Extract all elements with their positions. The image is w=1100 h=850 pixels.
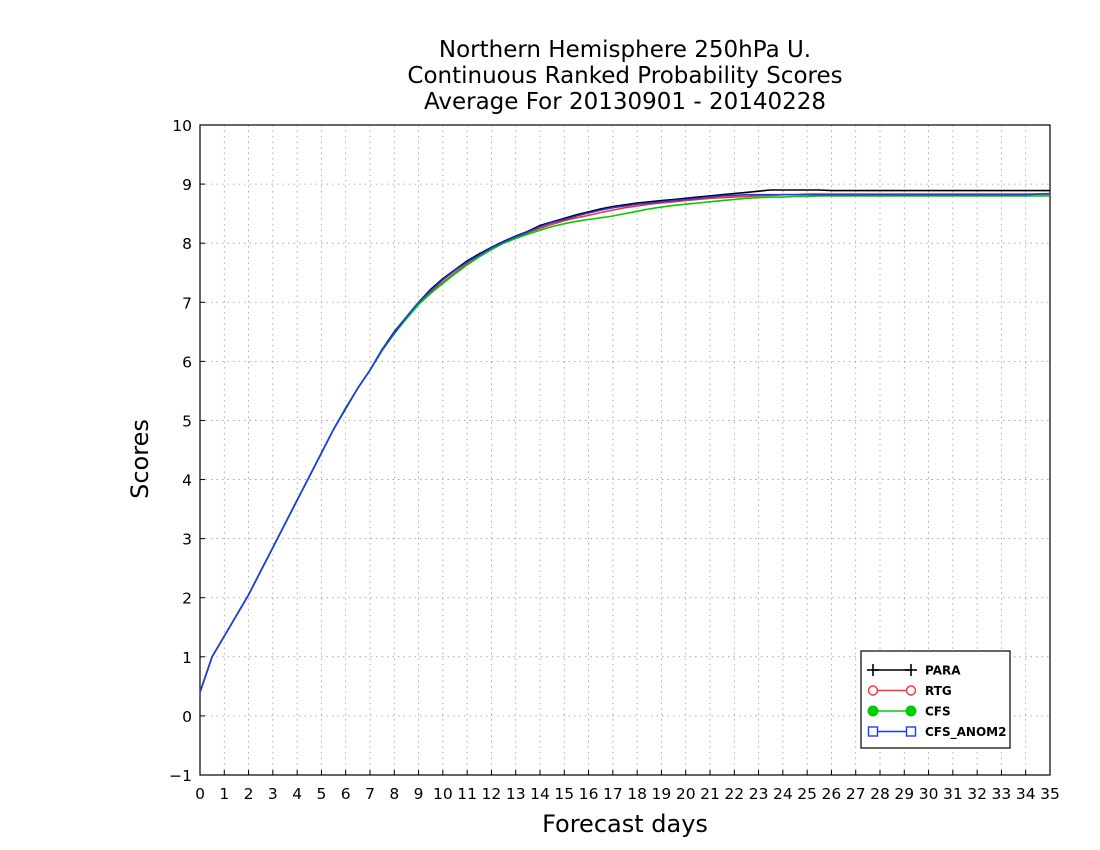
y-tick-label: 3 xyxy=(182,531,192,549)
x-tick-label: 28 xyxy=(870,785,890,803)
y-tick-label: 1 xyxy=(182,649,192,667)
x-tick-label: 32 xyxy=(967,785,987,803)
x-tick-label: 26 xyxy=(822,785,842,803)
x-tick-label: 4 xyxy=(292,785,302,803)
legend-marker xyxy=(905,685,917,696)
series-line-rtg xyxy=(199,192,1051,693)
legend-item-para: PARA xyxy=(867,664,961,678)
x-tick-label: 15 xyxy=(554,785,574,803)
x-tick-label: 25 xyxy=(797,785,817,803)
y-axis-label: Scores xyxy=(126,419,154,499)
x-tick-label: 34 xyxy=(1016,785,1036,803)
x-tick-label: 9 xyxy=(414,785,424,803)
x-tick-label: 8 xyxy=(389,785,399,803)
x-tick-label: 29 xyxy=(894,785,914,803)
x-tick-label: 13 xyxy=(506,785,526,803)
series-line-cfs xyxy=(199,195,1050,693)
chart-title-line-1: Northern Hemisphere 250hPa U. xyxy=(438,37,812,63)
x-tick-label: 10 xyxy=(433,785,453,803)
axis-ticks: 0 1 2 3 4 5 6 7 8 9 10 11 12 13 14 15 16 17 18 19 20 21 22 23 24… xyxy=(169,117,1060,803)
y-tick-label: 8 xyxy=(182,235,192,253)
legend-item-cfs-anom2: CFS_ANOM2 xyxy=(867,725,1006,740)
y-tick-label: 7 xyxy=(182,294,192,312)
y-tick-label: 5 xyxy=(182,412,192,430)
x-tick-label: 11 xyxy=(457,785,477,803)
legend-item-rtg: RTG xyxy=(867,684,952,698)
x-tick-label: 14 xyxy=(530,785,550,803)
legend: PARA RTG CFS CFS_ANOM2 xyxy=(860,650,1011,749)
x-tick-label: 0 xyxy=(195,785,205,803)
x-tick-label: 33 xyxy=(992,785,1012,803)
y-tick-label: 10 xyxy=(172,117,192,135)
x-tick-label: 30 xyxy=(919,785,939,803)
x-tick-label: 21 xyxy=(700,785,720,803)
x-tick-label: 16 xyxy=(579,785,599,803)
x-tick-label: 19 xyxy=(652,785,672,803)
y-tick-label: 4 xyxy=(182,472,192,490)
x-tick-label: 18 xyxy=(627,785,647,803)
series-lines xyxy=(199,189,1051,693)
x-tick-label: 22 xyxy=(724,785,744,803)
x-tick-label: 12 xyxy=(482,785,502,803)
x-tick-label: 35 xyxy=(1040,785,1060,803)
legend-marker xyxy=(905,705,917,717)
legend-label: CFS xyxy=(925,705,951,719)
y-tick-label: 0 xyxy=(182,708,192,726)
y-tick-label: −1 xyxy=(169,767,192,785)
chart-title-line-2: Continuous Ranked Probability Scores xyxy=(407,63,843,89)
legend-item-cfs: CFS xyxy=(867,705,951,719)
legend-label: RTG xyxy=(925,684,952,698)
chart-title-line-3: Average For 20130901 - 20140228 xyxy=(423,89,827,115)
grid xyxy=(200,125,1050,775)
legend-marker xyxy=(867,726,879,737)
x-tick-label: 2 xyxy=(244,785,254,803)
plot-frame xyxy=(199,124,1051,776)
y-tick-label: 9 xyxy=(182,176,192,194)
y-tick-label: 6 xyxy=(182,353,192,371)
x-tick-label: 20 xyxy=(676,785,696,803)
x-tick-label: 31 xyxy=(943,785,963,803)
x-tick-label: 23 xyxy=(749,785,769,803)
legend-marker xyxy=(867,685,879,696)
x-tick-label: 27 xyxy=(846,785,866,803)
y-tick-label: 2 xyxy=(182,590,192,608)
legend-label: PARA xyxy=(925,664,961,678)
x-tick-label: 3 xyxy=(268,785,278,803)
legend-label: CFS_ANOM2 xyxy=(925,725,1006,740)
x-tick-label: 1 xyxy=(219,785,229,803)
x-tick-label: 17 xyxy=(603,785,623,803)
legend-marker xyxy=(867,705,879,717)
x-tick-label: 5 xyxy=(316,785,326,803)
x-tick-label: 7 xyxy=(365,785,375,803)
x-axis-label: Forecast days xyxy=(542,810,708,838)
x-tick-label: 24 xyxy=(773,785,793,803)
x-tick-label: 6 xyxy=(341,785,351,803)
series-line-cfs-anom2 xyxy=(199,193,1050,693)
legend-marker xyxy=(905,726,917,737)
